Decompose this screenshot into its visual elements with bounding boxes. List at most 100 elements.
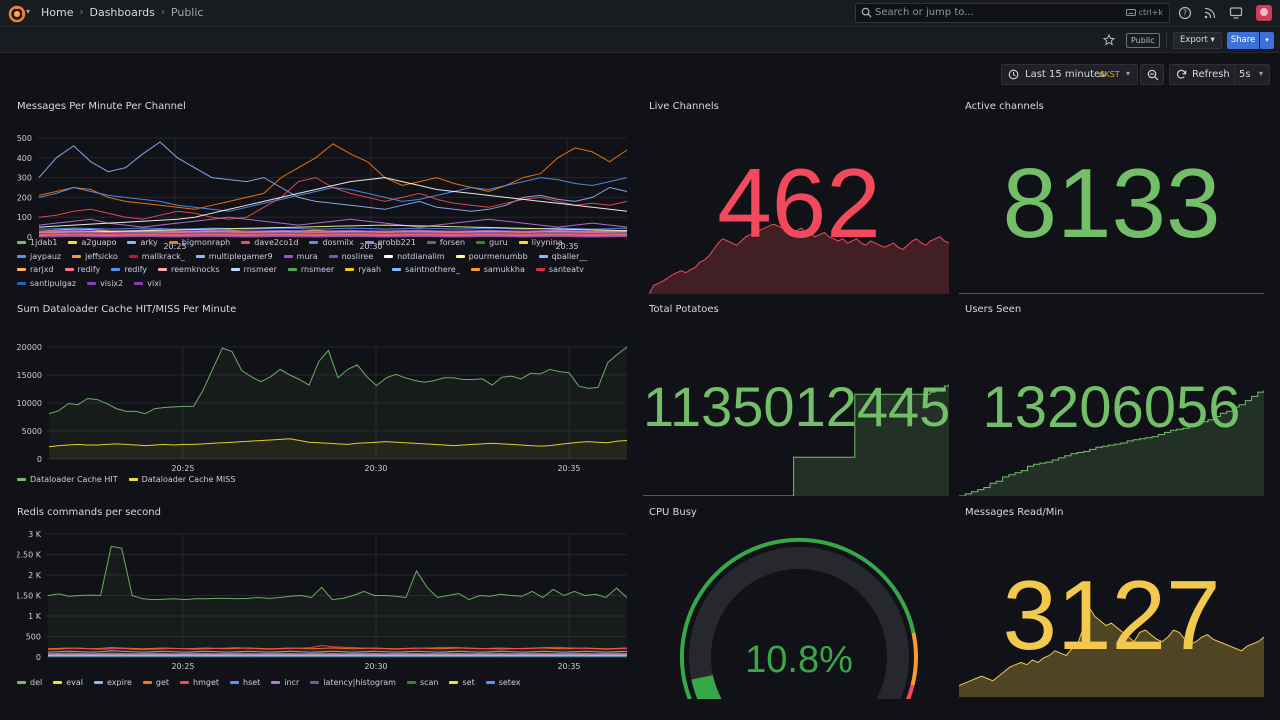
y-tick-label: 500 <box>26 633 41 642</box>
top-bar: ▾ Home › Dashboards › Public Search or j… <box>0 0 1280 27</box>
share-button[interactable]: Share <box>1227 32 1259 49</box>
panel-title: Sum Dataloader Cache HIT/MISS Per Minute <box>17 304 237 315</box>
messages-legend: 1jdab1 a2guapo arky bigmonraph dave2co1d dosm… <box>17 237 617 289</box>
legend-label: get <box>155 678 170 687</box>
keyboard-shortcut: ctrl+k <box>1125 8 1163 17</box>
legend-swatch <box>449 681 459 684</box>
legend-swatch <box>364 240 374 244</box>
legend-item[interactable]: incr <box>271 678 299 687</box>
help-icon[interactable]: ? <box>1178 6 1192 20</box>
panel-title: Live Channels <box>649 101 719 112</box>
legend-item[interactable]: liyynina <box>518 237 563 248</box>
legend-item[interactable]: multiplegamer9 <box>195 251 273 262</box>
legend-item[interactable]: Dataloader Cache MISS <box>128 475 236 484</box>
legend-item[interactable]: jaypauz <box>17 251 61 262</box>
legend-swatch <box>128 478 138 481</box>
legend-item[interactable]: reemknocks <box>158 265 220 276</box>
avatar[interactable] <box>1256 5 1272 21</box>
legend-item[interactable]: samukkha <box>470 265 525 276</box>
legend-item[interactable]: santipulgaz <box>17 278 76 289</box>
legend-item[interactable]: guru <box>476 237 508 248</box>
legend-label: redify <box>124 265 148 275</box>
star-icon[interactable] <box>1103 34 1115 46</box>
y-tick-label: 2.50 K <box>17 551 42 560</box>
legend-item[interactable]: scan <box>406 678 438 687</box>
panel-messages-read: Messages Read/Min 3127 <box>959 507 1264 699</box>
grafana-logo-icon[interactable] <box>8 5 26 23</box>
series-line-dave2co1d <box>38 177 628 220</box>
legend-item[interactable]: saintnothere_ <box>392 265 460 276</box>
legend-item[interactable]: santeatv <box>535 265 584 276</box>
search-input[interactable]: Search or jump to... ctrl+k <box>855 3 1170 23</box>
legend-label: expire <box>107 678 132 687</box>
legend-item[interactable]: erobb221 <box>364 237 416 248</box>
timezone-label: AKST <box>1099 70 1120 79</box>
users-seen-sparkline <box>959 390 1264 496</box>
chevron-down-icon: ▾ <box>1210 35 1215 45</box>
panel-title: CPU Busy <box>649 507 697 518</box>
chevron-down-icon[interactable]: ▾ <box>26 7 31 16</box>
time-range-picker[interactable]: Last 15 minutes AKST ▾ <box>1001 64 1138 85</box>
legend-item[interactable]: ryaah <box>345 265 381 276</box>
legend-item[interactable]: forsen <box>426 237 465 248</box>
breadcrumb-home[interactable]: Home <box>41 6 74 19</box>
series-line-bigmonraph <box>38 143 628 210</box>
legend-item[interactable]: set <box>449 678 475 687</box>
panel-dataloader-cache: Sum Dataloader Cache HIT/MISS Per Minute… <box>17 304 632 494</box>
legend-item[interactable]: rnsmeer <box>230 265 277 276</box>
monitor-icon[interactable] <box>1229 6 1243 20</box>
legend-swatch <box>406 681 416 684</box>
legend-item[interactable]: dave2co1d <box>241 237 298 248</box>
gauge-track <box>689 547 909 699</box>
legend-swatch <box>271 681 281 684</box>
legend-item[interactable]: dosmilx <box>309 237 354 248</box>
search-shortcut-label: ctrl+k <box>1138 8 1163 17</box>
refresh-interval[interactable]: 5s <box>1239 69 1251 80</box>
legend-item[interactable]: expire <box>94 678 132 687</box>
legend-label: Dataloader Cache MISS <box>141 475 236 484</box>
refresh-button[interactable]: Refresh <box>1192 69 1230 80</box>
legend-item[interactable]: notdianalim <box>384 251 445 262</box>
legend-item[interactable]: redify <box>111 265 147 276</box>
rss-icon[interactable] <box>1203 6 1217 20</box>
export-button[interactable]: Export ▾ <box>1173 32 1222 49</box>
sparkline-line <box>643 384 949 496</box>
legend-item[interactable]: hmget <box>180 678 219 687</box>
series-line-jaypauz <box>38 227 628 230</box>
legend-label: set <box>462 678 475 687</box>
legend-item[interactable]: mallkrack_ <box>128 251 185 262</box>
zoom-out-button[interactable] <box>1140 64 1164 85</box>
legend-item[interactable]: mura <box>283 251 318 262</box>
breadcrumb-dashboards[interactable]: Dashboards <box>89 6 155 19</box>
legend-item[interactable]: rnsmeer <box>287 265 334 276</box>
legend-item[interactable]: nosliree <box>328 251 373 262</box>
users-seen-value: 13206056 <box>982 375 1241 440</box>
y-tick-label: 15000 <box>17 371 42 380</box>
y-tick-label: 500 <box>17 134 32 143</box>
legend-item[interactable]: pourmenumbb <box>455 251 528 262</box>
legend-item[interactable]: Dataloader Cache HIT <box>17 475 118 484</box>
legend-item[interactable]: vixi <box>134 278 161 289</box>
legend-swatch <box>310 681 320 684</box>
legend-item[interactable]: qballer__ <box>538 251 587 262</box>
legend-item[interactable]: jeffsicko <box>72 251 118 262</box>
legend-swatch <box>94 681 104 684</box>
legend-item[interactable]: setex <box>485 678 520 687</box>
legend-item[interactable]: redify <box>64 265 100 276</box>
legend-item[interactable]: latency|histogram <box>310 678 396 687</box>
legend-item[interactable]: get <box>142 678 170 687</box>
share-menu-chevron-icon[interactable]: ▾ <box>1260 32 1274 49</box>
y-tick-label: 400 <box>17 154 32 163</box>
dataloader-line-chart: 20000 15000 10000 5000 0 20:25 20:30 20:35 <box>17 343 628 473</box>
legend-item[interactable]: del <box>17 678 42 687</box>
legend-item[interactable]: a2guapo <box>68 237 116 248</box>
legend-item[interactable]: rarjxd <box>17 265 54 276</box>
legend-item[interactable]: arky <box>127 237 158 248</box>
legend-item[interactable]: hset <box>230 678 260 687</box>
legend-item[interactable]: eval <box>53 678 83 687</box>
legend-item[interactable]: bigmonraph <box>168 237 230 248</box>
legend-swatch <box>17 268 26 272</box>
legend-item[interactable]: visix2 <box>87 278 123 289</box>
legend-item[interactable]: 1jdab1 <box>17 237 57 248</box>
refresh-picker[interactable]: Refresh 5s ▾ <box>1169 64 1270 85</box>
